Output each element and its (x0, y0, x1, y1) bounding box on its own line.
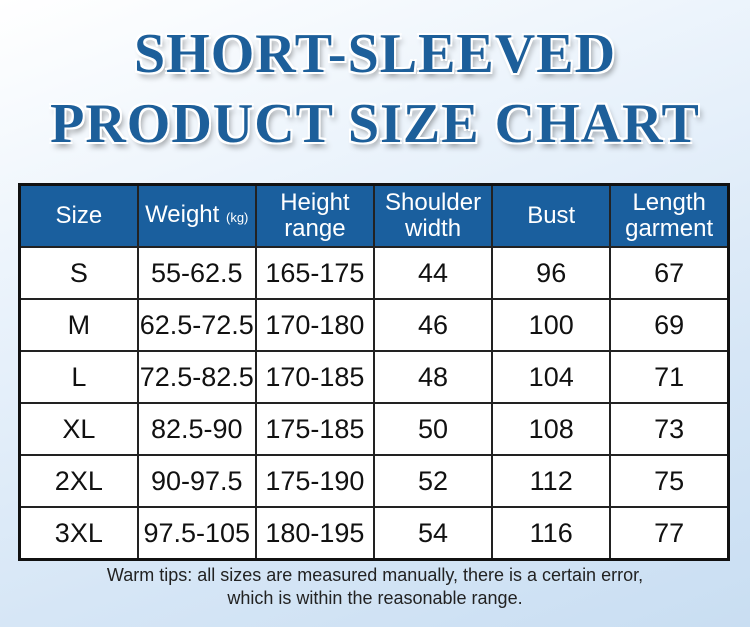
table-row: L 72.5-82.5 170-185 48 104 71 (18, 350, 730, 404)
table-row: 3XL 97.5-105 180-195 54 116 77 (18, 506, 730, 561)
cell-shoulder-width: 44 (372, 246, 494, 300)
title-line-1: SHORT-SLEEVED (133, 23, 617, 85)
header-bust: Bust (491, 183, 612, 248)
cell-height-range: 175-185 (254, 402, 375, 456)
cell-size: 3XL (18, 506, 139, 561)
cell-length-garment: 67 (609, 246, 730, 300)
cell-length-garment: 77 (609, 506, 730, 561)
cell-weight: 55-62.5 (136, 246, 257, 300)
header-length-garment: Length garment (609, 183, 730, 248)
header-row: Size Weight (kg) Height range Shoulder wid… (18, 183, 730, 248)
cell-size: L (18, 350, 139, 404)
cell-weight: 97.5-105 (136, 506, 257, 561)
table-row: M 62.5-72.5 170-180 46 100 69 (18, 298, 730, 352)
cell-height-range: 170-180 (254, 298, 375, 352)
cell-length-garment: 75 (609, 454, 730, 508)
cell-shoulder-width: 46 (372, 298, 494, 352)
cell-size: M (18, 298, 139, 352)
header-weight: Weight (kg) (136, 183, 257, 248)
cell-shoulder-width: 48 (372, 350, 494, 404)
cell-bust: 116 (491, 506, 612, 561)
table-row: XL 82.5-90 175-185 50 108 73 (18, 402, 730, 456)
cell-bust: 108 (491, 402, 612, 456)
cell-weight: 82.5-90 (136, 402, 257, 456)
table-row: 2XL 90-97.5 175-190 52 112 75 (18, 454, 730, 508)
warm-tips-note: Warm tips: all sizes are measured manual… (106, 565, 644, 608)
size-chart-table: Size Weight (kg) Height range Shoulder wid… (18, 183, 730, 561)
cell-bust: 100 (491, 298, 612, 352)
cell-bust: 104 (491, 350, 612, 404)
cell-length-garment: 71 (609, 350, 730, 404)
cell-weight: 90-97.5 (136, 454, 257, 508)
header-shoulder-width: Shoulder width (372, 183, 494, 248)
cell-shoulder-width: 50 (372, 402, 494, 456)
cell-size: 2XL (18, 454, 139, 508)
header-height-range: Height range (254, 183, 375, 248)
cell-shoulder-width: 52 (372, 454, 494, 508)
cell-shoulder-width: 54 (372, 506, 494, 561)
table-row: S 55-62.5 165-175 44 96 67 (18, 246, 730, 300)
cell-height-range: 165-175 (254, 246, 375, 300)
cell-length-garment: 73 (609, 402, 730, 456)
cell-height-range: 180-195 (254, 506, 375, 561)
cell-bust: 112 (491, 454, 612, 508)
cell-weight: 72.5-82.5 (136, 350, 257, 404)
cell-bust: 96 (491, 246, 612, 300)
cell-length-garment: 69 (609, 298, 730, 352)
cell-size: XL (18, 402, 139, 456)
cell-height-range: 170-185 (254, 350, 375, 404)
title-line-2: PRODUCT SIZE CHART (50, 93, 700, 155)
cell-height-range: 175-190 (254, 454, 375, 508)
header-size: Size (18, 183, 139, 248)
weight-unit: (kg) (226, 209, 249, 225)
cell-size: S (18, 246, 139, 300)
cell-weight: 62.5-72.5 (136, 298, 257, 352)
